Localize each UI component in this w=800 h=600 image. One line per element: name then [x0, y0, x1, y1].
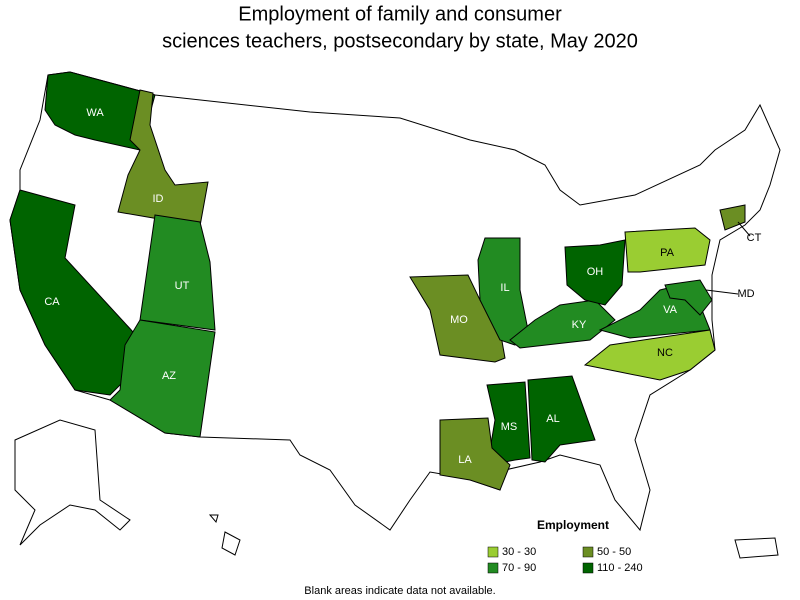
- state-shape: [583, 329, 716, 381]
- state-shape: [44, 71, 156, 151]
- state-label: KY: [572, 319, 587, 331]
- title: sciences teachers, postsecondary by stat…: [162, 30, 638, 52]
- leader-line: [737, 221, 751, 237]
- state-shape: [486, 381, 531, 463]
- state-shape: [664, 279, 713, 316]
- state-shape: [509, 299, 616, 349]
- state-labels: WA ID CA UT AZ MO IL KY OH PA VA NC MS A…: [44, 107, 761, 466]
- state-label: AL: [546, 413, 559, 425]
- state-label: PA: [660, 247, 675, 259]
- state-shape: [564, 239, 626, 306]
- state-label: UT: [175, 280, 190, 292]
- title: Employment of family and consumer: [238, 3, 562, 25]
- state-label: LA: [458, 454, 472, 466]
- legend-swatch: [582, 546, 594, 558]
- state-shape: [527, 375, 596, 463]
- state-label: NC: [657, 347, 673, 359]
- state-label: IL: [500, 282, 509, 294]
- legend-label: 50 - 50: [597, 546, 631, 558]
- state-label: MD: [737, 288, 754, 300]
- leader-line: [705, 289, 739, 295]
- state-label: CA: [44, 296, 60, 308]
- state-label: VA: [663, 304, 678, 316]
- state-label: CT: [747, 232, 762, 244]
- legend-label: 110 - 240: [597, 562, 643, 574]
- state-label: ID: [153, 193, 164, 205]
- state-label: OH: [587, 266, 604, 278]
- state-shape: [477, 237, 529, 346]
- state-label: MO: [450, 314, 468, 326]
- legend-label: 30 - 30: [502, 546, 536, 558]
- state-shape: [9, 189, 146, 396]
- legend-swatch: [487, 546, 499, 558]
- state-shape: [719, 204, 746, 231]
- state-shape: [624, 227, 711, 273]
- legend: Employment 30 - 30 50 - 50 70 - 90 110 - 24…: [487, 518, 643, 574]
- legend-swatch: [487, 562, 499, 574]
- state-shape: [409, 274, 506, 363]
- state-label: MS: [501, 421, 518, 433]
- footnote: Blank areas indicate data not available.: [304, 585, 495, 597]
- states: [9, 71, 746, 491]
- legend-label: 70 - 90: [502, 562, 536, 574]
- state-shape: [109, 319, 216, 438]
- legend-title: Employment: [537, 518, 609, 532]
- puerto-rico: [734, 537, 779, 559]
- state-shape: [117, 89, 209, 227]
- state-shape: [439, 417, 511, 491]
- state-label: WA: [86, 107, 104, 119]
- state-label: AZ: [162, 370, 176, 382]
- legend-swatch: [582, 562, 594, 574]
- hawaii: [208, 514, 241, 556]
- alaska: [14, 419, 131, 546]
- state-shape: [139, 214, 216, 331]
